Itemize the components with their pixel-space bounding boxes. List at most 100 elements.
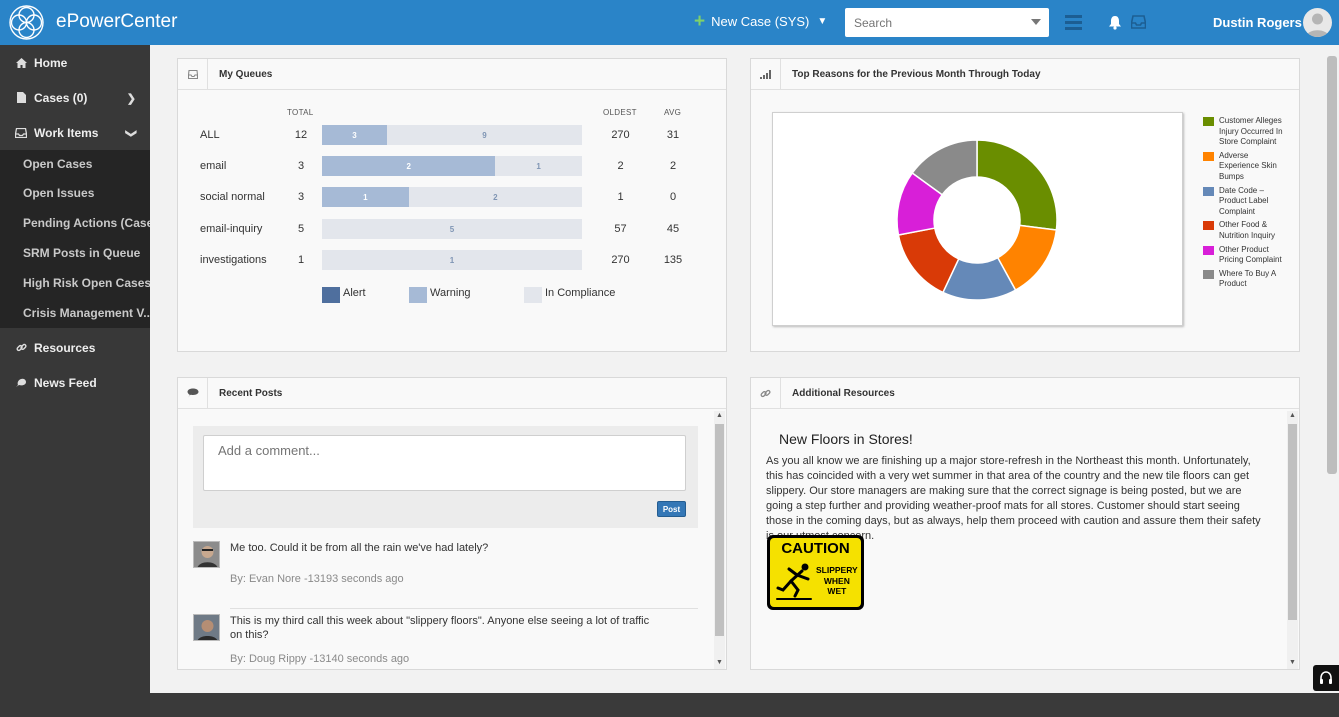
legend-label: Alert bbox=[343, 287, 366, 299]
chart-legend-item[interactable]: Other Food & Nutrition Inquiry bbox=[1203, 220, 1287, 241]
sidebar-item-work-items[interactable]: Work Items ❯ bbox=[0, 115, 150, 150]
queue-name[interactable]: email bbox=[200, 160, 227, 172]
sidebar-item-open-issues[interactable]: Open Issues bbox=[23, 186, 95, 200]
column-header-avg: AVG bbox=[664, 108, 682, 117]
app-name[interactable]: ePowerCenter bbox=[56, 11, 178, 32]
logo-icon[interactable] bbox=[8, 4, 45, 41]
legend-swatch bbox=[1203, 151, 1214, 161]
panel-title: Additional Resources bbox=[792, 388, 895, 399]
chart-legend-item[interactable]: Other Product Pricing Complaint bbox=[1203, 245, 1287, 266]
legend-swatch bbox=[524, 287, 542, 303]
queue-bar-compliance[interactable]: 1 bbox=[322, 250, 582, 270]
sidebar-item-label: Cases (0) bbox=[34, 90, 88, 105]
my-queues-panel: My Queues TOTAL OLDEST AVG ALL 12 3 9 270 31 e… bbox=[177, 58, 727, 352]
new-case-label: New Case (SYS) bbox=[711, 14, 810, 29]
posts-scrollbar[interactable]: ▲ ▼ bbox=[714, 411, 725, 669]
avatar[interactable] bbox=[193, 541, 220, 568]
inbox-icon bbox=[178, 59, 208, 89]
queue-name[interactable]: ALL bbox=[200, 129, 220, 141]
scroll-up-icon[interactable]: ▲ bbox=[1289, 412, 1296, 419]
slipping-person-icon bbox=[776, 563, 812, 600]
help-button[interactable] bbox=[1313, 665, 1339, 691]
page-scrollbar[interactable] bbox=[1327, 56, 1337, 474]
queue-oldest: 270 bbox=[611, 254, 630, 266]
queue-oldest: 1 bbox=[617, 191, 624, 203]
work-items-submenu: Open Cases Open Issues Pending Actions (… bbox=[0, 150, 150, 328]
panel-header: My Queues bbox=[178, 59, 726, 90]
chart-legend-item[interactable]: Customer Alleges Injury Occurred In Stor… bbox=[1203, 116, 1287, 148]
sidebar-item-open-cases[interactable]: Open Cases bbox=[23, 157, 93, 171]
legend-alert: Alert bbox=[322, 287, 366, 303]
inbox-icon[interactable] bbox=[1131, 15, 1146, 29]
column-header-oldest: OLDEST bbox=[603, 108, 637, 117]
sidebar-item-resources[interactable]: Resources bbox=[0, 330, 150, 365]
new-case-button[interactable]: + New Case (SYS) ▼ bbox=[694, 10, 827, 32]
queue-bar-compliance[interactable]: 2 bbox=[408, 187, 582, 207]
queue-avg: 135 bbox=[663, 254, 683, 266]
donut-chart-area bbox=[772, 112, 1183, 326]
resources-scrollbar[interactable]: ▲ ▼ bbox=[1287, 411, 1298, 669]
donut-slice[interactable] bbox=[911, 139, 978, 196]
queue-avg: 2 bbox=[669, 160, 677, 172]
queue-bar-warning[interactable]: 3 bbox=[322, 125, 387, 145]
chart-legend-item[interactable]: Adverse Experience Skin Bumps bbox=[1203, 151, 1287, 183]
article-title: New Floors in Stores! bbox=[779, 431, 913, 447]
scroll-down-icon[interactable]: ▼ bbox=[1289, 659, 1296, 666]
post-text: This is my third call this week about "s… bbox=[230, 615, 650, 641]
queue-total: 5 bbox=[297, 223, 305, 235]
user-name[interactable]: Dustin Rogers bbox=[1213, 15, 1302, 30]
bell-icon[interactable] bbox=[1108, 15, 1122, 30]
queue-bar-compliance[interactable]: 1 bbox=[495, 156, 582, 176]
search-input[interactable] bbox=[845, 8, 1015, 37]
queue-total: 1 bbox=[297, 254, 305, 266]
queue-bar-warning[interactable]: 2 bbox=[322, 156, 496, 176]
sidebar-item-srm-posts[interactable]: SRM Posts in Queue bbox=[23, 246, 141, 260]
queue-oldest: 2 bbox=[617, 160, 624, 172]
sidebar-item-pending-actions[interactable]: Pending Actions (Case) bbox=[23, 216, 150, 230]
sidebar-item-cases[interactable]: Cases (0) ❯ bbox=[0, 80, 150, 115]
user-avatar[interactable] bbox=[1303, 8, 1332, 37]
sidebar-item-high-risk-cases[interactable]: High Risk Open Cases bbox=[23, 276, 150, 290]
plus-icon: + bbox=[694, 10, 706, 32]
chevron-right-icon: ❯ bbox=[126, 93, 136, 105]
post-item: This is my third call this week about "s… bbox=[193, 614, 698, 670]
donut-slice[interactable] bbox=[976, 139, 1058, 231]
queue-bar[interactable]: 5 bbox=[322, 219, 582, 239]
panel-header: Recent Posts bbox=[178, 378, 726, 409]
top-reasons-panel: Top Reasons for the Previous Month Throu… bbox=[750, 58, 1300, 352]
link-icon bbox=[14, 342, 28, 353]
caution-text: SLIPPERY WHEN WET bbox=[816, 565, 858, 596]
chart-legend: Customer Alleges Injury Occurred In Stor… bbox=[1203, 116, 1287, 293]
sidebar-item-home[interactable]: Home bbox=[0, 45, 150, 80]
scroll-down-icon[interactable]: ▼ bbox=[716, 659, 723, 666]
sidebar-item-crisis-management[interactable]: Crisis Management V... bbox=[23, 306, 150, 320]
avatar[interactable] bbox=[193, 614, 220, 641]
post-button[interactable]: Post bbox=[657, 501, 686, 517]
queue-name[interactable]: social normal bbox=[200, 191, 265, 203]
queue-bar-compliance[interactable]: 5 bbox=[322, 219, 582, 239]
comment-icon bbox=[178, 378, 208, 408]
comment-input[interactable] bbox=[203, 435, 686, 491]
queue-name[interactable]: investigations bbox=[200, 254, 267, 266]
search-dropdown-icon[interactable] bbox=[1031, 19, 1041, 25]
legend-swatch bbox=[409, 287, 427, 303]
sidebar-item-news-feed[interactable]: News Feed bbox=[0, 365, 150, 400]
chart-legend-item[interactable]: Date Code – Product Label Complaint bbox=[1203, 186, 1287, 218]
legend-swatch bbox=[1203, 269, 1214, 279]
legend-label: Other Product Pricing Complaint bbox=[1219, 244, 1282, 265]
queue-avg: 0 bbox=[669, 191, 677, 203]
queue-bar[interactable]: 1 bbox=[322, 250, 582, 270]
chart-legend-item[interactable]: Where To Buy A Product bbox=[1203, 269, 1287, 290]
legend-label: Other Food & Nutrition Inquiry bbox=[1219, 220, 1276, 240]
queue-bar-compliance[interactable]: 9 bbox=[387, 125, 582, 145]
menu-icon[interactable] bbox=[1065, 15, 1082, 33]
queue-bar-warning[interactable]: 1 bbox=[322, 187, 409, 207]
comment-composer: Post bbox=[193, 426, 698, 528]
donut-chart bbox=[896, 139, 1058, 301]
queue-name[interactable]: email-inquiry bbox=[200, 223, 263, 235]
scroll-up-icon[interactable]: ▲ bbox=[716, 412, 723, 419]
queue-avg: 45 bbox=[666, 223, 680, 235]
